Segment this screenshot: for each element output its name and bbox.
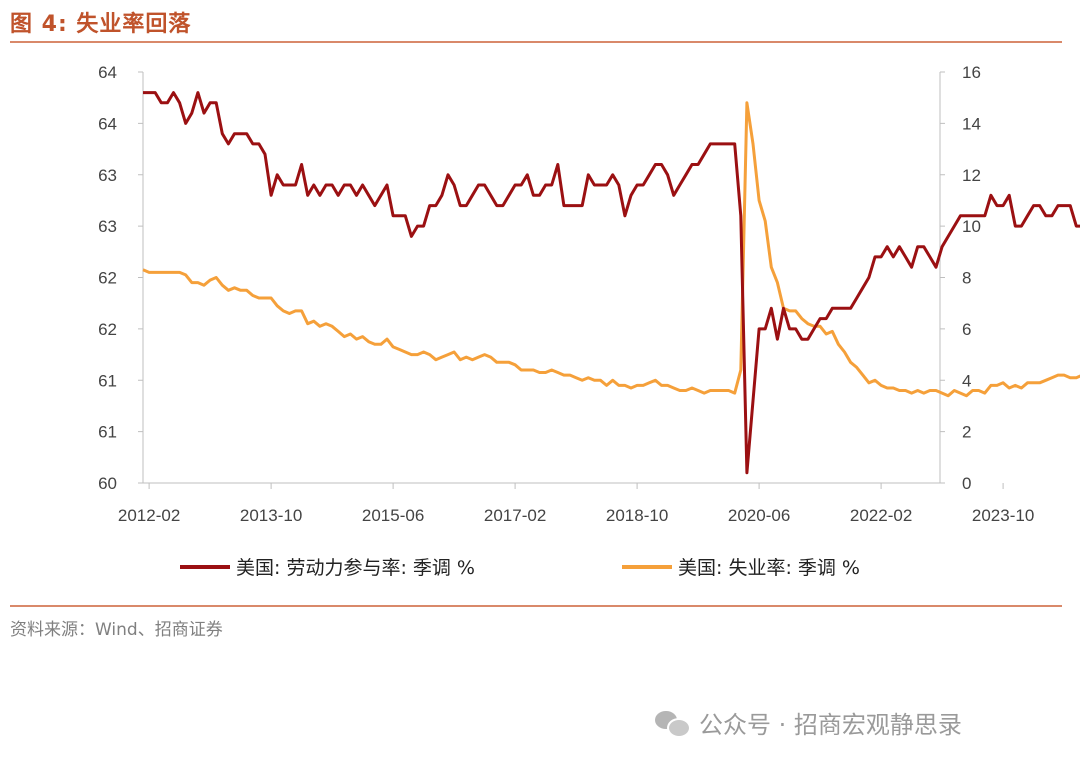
watermark-text: 公众号 · 招商宏观静思录	[699, 711, 962, 739]
x-tick-label: 2015-06	[362, 506, 424, 525]
x-tick-label: 2023-10	[972, 506, 1034, 525]
x-tick-label: 2022-02	[850, 506, 912, 525]
right-tick-label: 14	[962, 114, 981, 133]
source-divider	[10, 605, 1062, 607]
wechat-icon	[655, 709, 691, 738]
left-tick-label: 63	[98, 217, 117, 236]
x-tick-label: 2020-06	[728, 506, 790, 525]
left-tick-label: 64	[98, 114, 117, 133]
chart-axes: 60 61 61 62 62 63 63 64 64 0 2 4 6 8 10 12 14 16 2012-02 20…	[98, 63, 1034, 525]
chart-legend: 美国: 劳动力参与率: 季调 % 美国: 失业率: 季调 %	[180, 557, 860, 579]
source-note: 资料来源：Wind、招商证券	[10, 620, 223, 640]
legend-label: 美国: 失业率: 季调 %	[678, 557, 860, 579]
left-tick-label: 63	[98, 166, 117, 185]
right-tick-label: 6	[962, 320, 971, 339]
watermark: 公众号 · 招商宏观静思录	[655, 705, 962, 740]
left-tick-label: 62	[98, 269, 117, 288]
right-tick-label: 2	[962, 423, 971, 442]
x-tick-label: 2018-10	[606, 506, 668, 525]
left-tick-label: 64	[98, 63, 117, 82]
right-tick-label: 10	[962, 217, 981, 236]
left-tick-label: 61	[98, 371, 117, 390]
right-tick-label: 16	[962, 63, 981, 82]
left-tick-label: 62	[98, 320, 117, 339]
legend-label: 美国: 劳动力参与率: 季调 %	[236, 557, 475, 579]
title-divider	[10, 41, 1062, 43]
right-tick-label: 12	[962, 166, 981, 185]
unemployment-series-line	[142, 101, 1080, 398]
x-tick-label: 2012-02	[118, 506, 180, 525]
right-tick-label: 0	[962, 474, 971, 493]
right-tick-label: 8	[962, 269, 971, 288]
figure-title: 图 4: 失业率回落	[10, 12, 192, 37]
x-tick-label: 2013-10	[240, 506, 302, 525]
x-tick-label: 2017-02	[484, 506, 546, 525]
right-tick-label: 4	[962, 371, 971, 390]
series-layer	[142, 91, 1080, 475]
line-chart: 60 61 61 62 62 63 63 64 64 0 2 4 6 8 10 12 14 16 2012-02 20…	[98, 63, 1080, 579]
left-tick-label: 60	[98, 474, 117, 493]
left-tick-label: 61	[98, 423, 117, 442]
lfpr-series-line	[143, 91, 1080, 475]
